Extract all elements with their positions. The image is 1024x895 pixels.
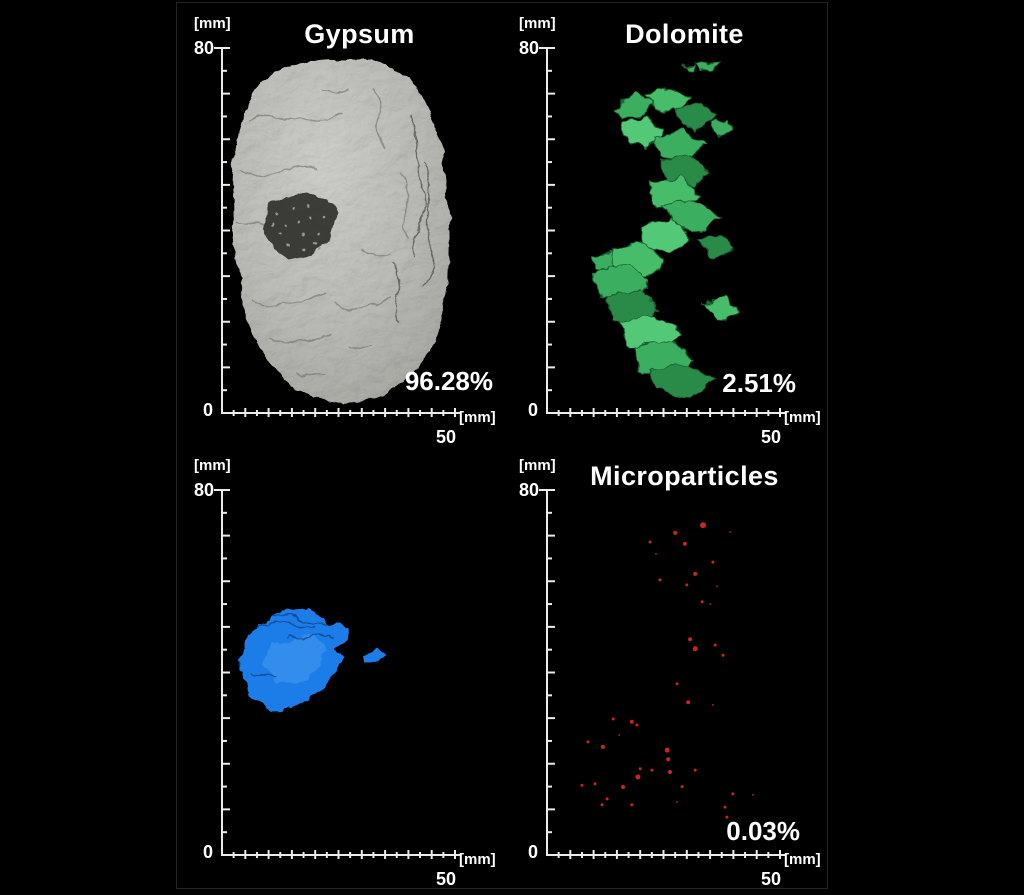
x-axis-unit-label: [mm]: [459, 409, 496, 426]
gypsum-crevices: [236, 88, 435, 377]
y-axis-unit-label: [mm]: [519, 15, 556, 32]
y-axis-unit-label: [mm]: [519, 457, 556, 474]
panel-title: Microparticles: [590, 461, 779, 491]
panel-gypsum-plot: [214, 47, 461, 417]
panel-dolomite-plot: [539, 47, 786, 417]
x-axis-unit-label: [mm]: [784, 409, 821, 426]
panel-blue-phase: [mm] 80 0 [mm] 50: [177, 445, 502, 889]
x-axis-max-label: 50: [760, 427, 782, 447]
y-axis-unit-label: [mm]: [194, 15, 231, 32]
axis-ticks: [539, 47, 786, 417]
panel-title: Dolomite: [625, 19, 744, 49]
x-axis-max-label: 50: [760, 869, 782, 889]
blue-phase-crevices: [250, 614, 336, 678]
axis-ticks: [214, 489, 461, 859]
origin-label: 0: [527, 842, 538, 862]
volume-percentage: 0.03%: [726, 816, 800, 846]
gypsum-dark-pit: [263, 193, 337, 259]
gypsum-pit-speckles: [272, 203, 326, 252]
volume-percentage: 2.51%: [722, 368, 796, 398]
axis-ticks: [539, 489, 786, 859]
y-axis-max-label: 80: [518, 38, 539, 58]
y-axis-unit-label: [mm]: [194, 457, 231, 474]
dolomite-3d-render: [591, 61, 738, 397]
y-axis-max-label: 80: [193, 480, 214, 500]
panel-title: Gypsum: [304, 19, 415, 49]
x-axis-unit-label: [mm]: [784, 851, 821, 868]
figure-panel-grid: [mm] 80 0 [mm] 50 Gypsum 96.28%: [176, 2, 828, 889]
x-axis-max-label: 50: [435, 869, 457, 889]
panel-gypsum: [mm] 80 0 [mm] 50 Gypsum 96.28%: [177, 3, 502, 447]
y-axis-max-label: 80: [518, 480, 539, 500]
panel-microparticles-plot: [539, 489, 786, 859]
x-axis-unit-label: [mm]: [459, 851, 496, 868]
gypsum-3d-render: [232, 58, 449, 403]
panel-blue-phase-plot: [214, 489, 461, 859]
axis-ticks: [214, 47, 461, 417]
panel-microparticles: [mm] 80 0 [mm] 50 Microparticles 0.03%: [502, 445, 827, 889]
origin-label: 0: [202, 400, 213, 420]
origin-label: 0: [202, 842, 213, 862]
x-axis-max-label: 50: [435, 427, 457, 447]
blue-phase-3d-render: [240, 608, 385, 712]
y-axis-max-label: 80: [193, 38, 214, 58]
volume-percentage: 96.28%: [404, 366, 493, 396]
origin-label: 0: [527, 400, 538, 420]
panel-dolomite: [mm] 80 0 [mm] 50 Dolomite 2.51%: [502, 3, 827, 447]
microparticles-dots: [580, 522, 754, 819]
